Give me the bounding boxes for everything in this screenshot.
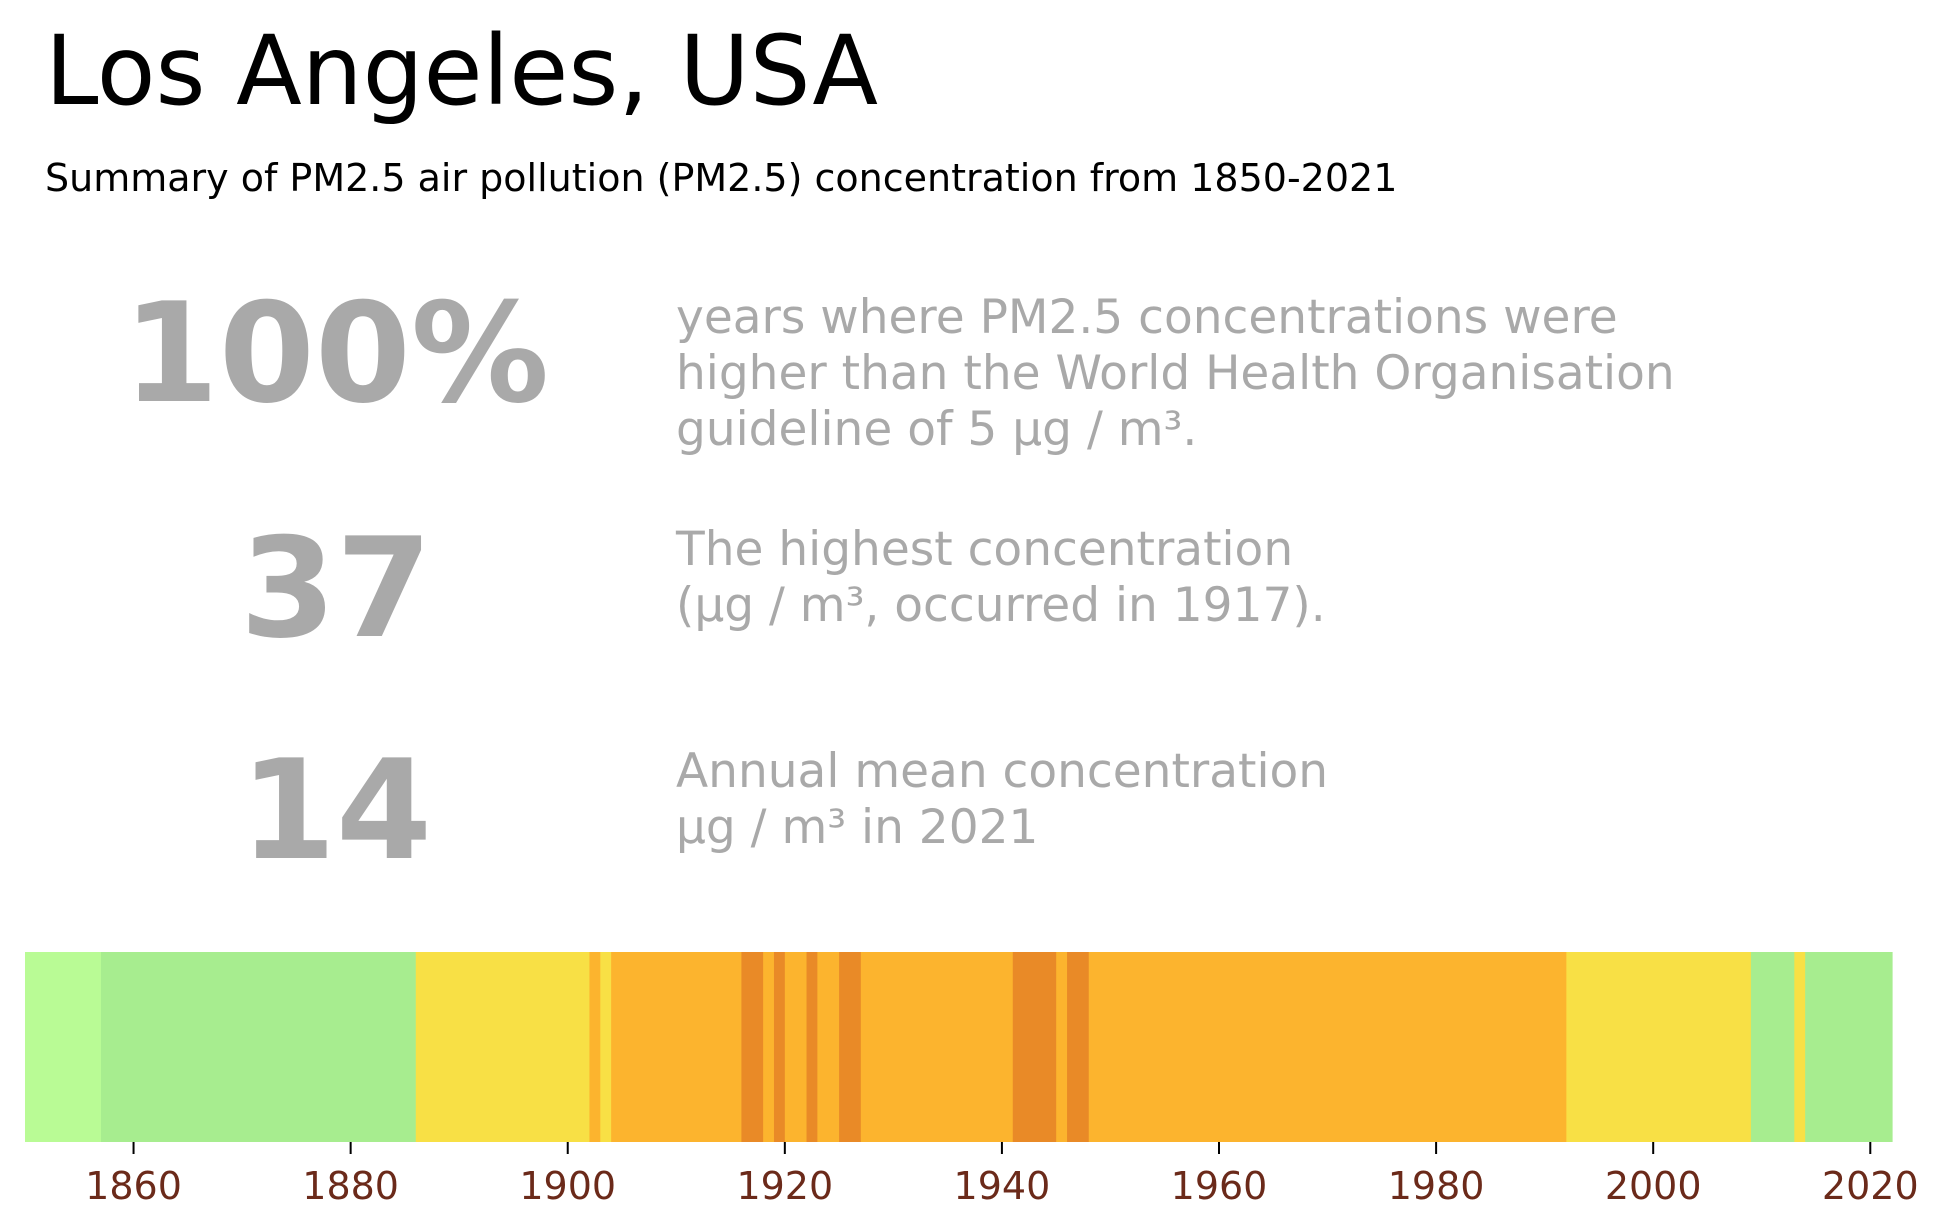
stat-description-line: Annual mean concentration xyxy=(676,744,1329,799)
stripe-segment xyxy=(600,952,612,1142)
stripe-segment xyxy=(415,952,591,1142)
stripe-segment xyxy=(741,952,764,1142)
stripe-segment xyxy=(1566,952,1752,1142)
stripe-segment xyxy=(25,952,102,1142)
stripe-segment xyxy=(860,952,1014,1142)
stat-description-line: (µg / m³, occurred in 1917). xyxy=(676,578,1326,633)
page-subtitle: Summary of PM2.5 air pollution (PM2.5) c… xyxy=(45,156,1398,200)
stat-description-line: The highest concentration xyxy=(676,522,1294,577)
stripe-segment xyxy=(1012,952,1057,1142)
stripe-segment xyxy=(817,952,840,1142)
stripe-segment xyxy=(1805,952,1893,1142)
stripe-segment xyxy=(589,952,601,1142)
x-tick-label: 1900 xyxy=(519,1164,616,1208)
x-tick-label: 2020 xyxy=(1822,1164,1919,1208)
stat-description-line: higher than the World Health Organisatio… xyxy=(676,346,1675,401)
stripes-group xyxy=(25,952,1893,1142)
stripe-segment xyxy=(1794,952,1806,1142)
stat-value-highest: 37 xyxy=(239,508,433,669)
stripe-segment xyxy=(100,952,417,1142)
x-tick-label: 1880 xyxy=(302,1164,399,1208)
stripe-segment xyxy=(611,952,743,1142)
stripe-segment xyxy=(1750,952,1795,1142)
x-tick-label: 1940 xyxy=(954,1164,1051,1208)
x-tick-label: 1980 xyxy=(1388,1164,1485,1208)
stat-value-percent-years: 100% xyxy=(122,273,550,434)
stripe-segment xyxy=(806,952,818,1142)
stat-description-line: µg / m³ in 2021 xyxy=(676,800,1039,855)
x-tick-label: 1960 xyxy=(1171,1164,1268,1208)
stripe-segment xyxy=(773,952,786,1142)
stat-description-annual-mean: Annual mean concentration µg / m³ in 202… xyxy=(676,744,1328,856)
stat-description-percent-years: years where PM2.5 concentrations were hi… xyxy=(676,290,1675,458)
stat-description-line: years where PM2.5 concentrations were xyxy=(676,290,1618,345)
stripe-segment xyxy=(1056,952,1068,1142)
stripe-segment xyxy=(784,952,808,1142)
x-tick-label: 1860 xyxy=(85,1164,182,1208)
x-tick-label: 1920 xyxy=(736,1164,833,1208)
stripe-segment xyxy=(1088,952,1567,1142)
stripe-segment xyxy=(839,952,862,1142)
stat-value-annual-mean: 14 xyxy=(239,730,433,891)
stripe-segment xyxy=(1067,952,1090,1142)
stat-description-line: guideline of 5 µg / m³. xyxy=(676,402,1198,457)
x-axis: 1860 1880 1900 1920 1940 1960 1980 2000 2020 xyxy=(85,1142,1919,1208)
page-title: Los Angeles, USA xyxy=(45,15,879,127)
stat-description-highest: The highest concentration (µg / m³, occu… xyxy=(676,522,1326,634)
stripe-segment xyxy=(763,952,775,1142)
x-tick-label: 2000 xyxy=(1605,1164,1702,1208)
